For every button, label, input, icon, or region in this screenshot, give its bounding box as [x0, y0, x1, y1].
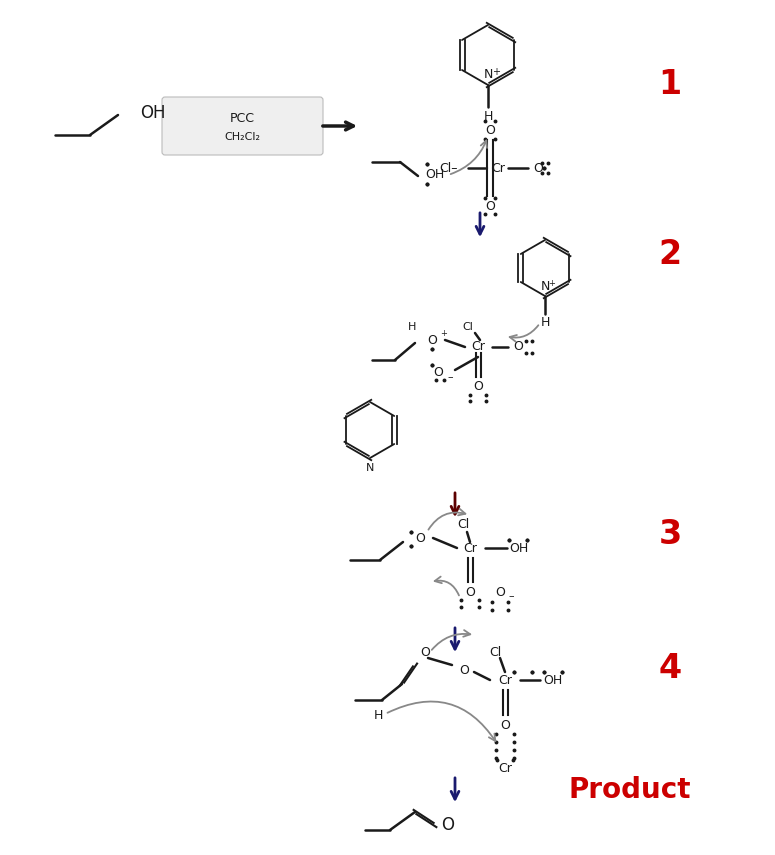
Text: –: – — [508, 591, 514, 601]
Text: H: H — [408, 322, 416, 332]
Text: O: O — [513, 340, 523, 353]
Text: OH: OH — [140, 104, 166, 122]
Text: OH: OH — [425, 168, 445, 180]
FancyBboxPatch shape — [162, 97, 323, 155]
Text: N: N — [484, 68, 493, 81]
Text: O: O — [427, 333, 437, 346]
Text: Cl: Cl — [489, 646, 501, 658]
Text: Cr: Cr — [498, 674, 512, 687]
Text: O: O — [465, 586, 475, 598]
Text: OH: OH — [509, 541, 529, 555]
Text: +: + — [549, 279, 556, 287]
Text: Cl: Cl — [463, 322, 474, 332]
Text: O: O — [500, 718, 510, 732]
Text: O: O — [533, 162, 543, 174]
Text: Cr: Cr — [463, 541, 477, 555]
Text: O: O — [485, 199, 495, 213]
Text: +: + — [492, 67, 500, 77]
Text: H: H — [540, 316, 549, 329]
Text: O: O — [433, 367, 443, 380]
Text: +: + — [440, 328, 447, 338]
Text: H: H — [374, 709, 383, 722]
Text: O: O — [485, 123, 495, 137]
Text: Cl: Cl — [457, 518, 469, 532]
Text: O: O — [459, 663, 469, 676]
Text: O: O — [473, 380, 483, 393]
Text: –: – — [447, 372, 453, 382]
Text: 2: 2 — [659, 239, 681, 272]
Text: O: O — [442, 816, 454, 834]
Text: 1: 1 — [659, 68, 681, 102]
Text: Cr: Cr — [498, 762, 512, 775]
Text: H: H — [484, 110, 493, 123]
Text: O: O — [420, 646, 430, 658]
Text: OH: OH — [543, 674, 563, 687]
Text: Cl–: Cl– — [439, 162, 457, 174]
Text: 4: 4 — [659, 652, 681, 685]
Text: Product: Product — [569, 776, 691, 804]
Text: O: O — [495, 586, 505, 598]
Text: N: N — [540, 280, 549, 292]
Text: PCC: PCC — [230, 112, 255, 125]
Text: Cr: Cr — [491, 162, 505, 174]
Text: 3: 3 — [659, 518, 682, 551]
Text: CH₂Cl₂: CH₂Cl₂ — [225, 133, 260, 143]
Text: N: N — [366, 463, 374, 473]
Text: Cr: Cr — [471, 340, 485, 353]
Text: O: O — [415, 532, 425, 545]
